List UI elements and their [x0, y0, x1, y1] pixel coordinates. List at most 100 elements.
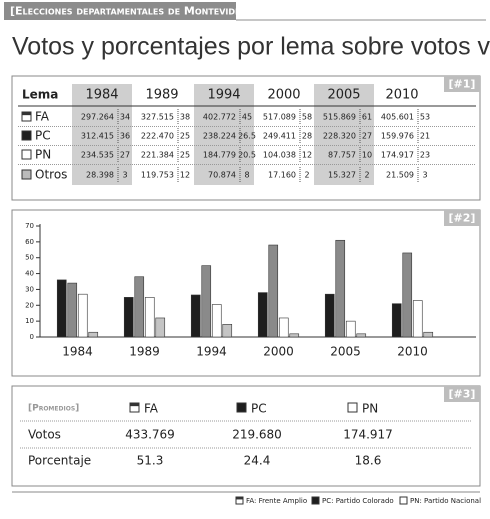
bar [391, 303, 402, 338]
bar [289, 333, 300, 338]
legend-icon-band [130, 403, 139, 407]
row-label: FA [35, 110, 50, 124]
legend-icon-band [236, 497, 243, 500]
legend-label: FA: Frente Amplio [246, 497, 307, 505]
bar [222, 324, 233, 338]
votes-cell: 222.470 [141, 132, 174, 141]
percent-cell: 2 [364, 171, 369, 180]
percent-cell: 3 [122, 171, 127, 180]
column-header: 1989 [145, 88, 178, 103]
bar [155, 317, 166, 338]
y-tick-label: 70 [25, 222, 34, 230]
percent-cell: 26.5 [238, 132, 256, 141]
percent-cell: 45 [242, 113, 252, 122]
value-cell: 51.3 [137, 454, 164, 468]
row-label: Otros [35, 168, 67, 182]
header-bar [4, 2, 236, 20]
header: [Elecciones departamentales de Montevide… [10, 5, 252, 18]
row-label: Porcentaje [28, 454, 91, 468]
y-tick-label: 30 [25, 285, 34, 293]
y-tick-label: 20 [25, 301, 34, 309]
percent-cell: 27 [362, 132, 372, 141]
y-tick-label: 10 [25, 317, 34, 325]
percent-cell: 61 [362, 113, 372, 122]
votes-cell: 159.976 [381, 132, 414, 141]
x-tick-label: 1994 [196, 345, 227, 359]
percent-cell: 36 [120, 132, 130, 141]
corner-label: [Promedios] [28, 404, 79, 414]
votes-cell: 87.757 [328, 151, 356, 160]
value-cell: 433.769 [125, 428, 175, 442]
column-header: 1984 [85, 88, 118, 103]
bar [268, 244, 279, 338]
title: Votos y porcentajes por lema sobre votos… [12, 33, 490, 61]
column-header: 1994 [207, 88, 240, 103]
section-tab [444, 76, 480, 92]
votes-cell: 402.772 [203, 113, 236, 122]
y-tick-label: 60 [25, 238, 34, 246]
votes-cell: 228.320 [323, 132, 356, 141]
percent-cell: 25 [180, 132, 190, 141]
percent-cell: 34 [120, 113, 130, 122]
legend-icon [399, 496, 408, 505]
row-label: Votos [28, 428, 61, 442]
percent-cell: 28 [302, 132, 312, 141]
column-shade [194, 84, 254, 185]
percent-cell: 10 [362, 151, 372, 160]
y-tick-label: 0 [30, 333, 34, 341]
votes-cell: 249.411 [263, 132, 296, 141]
x-tick-label: 1984 [62, 345, 93, 359]
percent-cell: 25 [180, 151, 190, 160]
section-label: [#3] [449, 388, 476, 401]
value-cell: 24.4 [244, 454, 271, 468]
bar [412, 300, 423, 338]
percent-cell: 20.5 [238, 151, 256, 160]
bar [88, 331, 99, 338]
column-shade [314, 84, 374, 185]
bar [77, 293, 88, 338]
column-shade [72, 84, 132, 185]
percent-cell: 27 [120, 151, 130, 160]
bar [356, 333, 367, 338]
votes-cell: 174.917 [381, 151, 414, 160]
bar [257, 292, 268, 338]
column-header: Lema [22, 88, 58, 102]
votes-cell: 28.398 [86, 171, 114, 180]
legend-icon [21, 169, 32, 180]
legend-icon [21, 149, 32, 160]
percent-cell: 23 [420, 151, 430, 160]
percent-cell: 12 [180, 171, 190, 180]
bar [190, 294, 201, 338]
column-header: 2005 [327, 88, 360, 103]
y-tick-label: 40 [25, 270, 34, 278]
section-label: [#1] [449, 78, 476, 91]
votes-cell: 119.753 [141, 171, 174, 180]
column-header: 2010 [385, 88, 418, 103]
legend-icon [311, 496, 320, 505]
legend-icon [236, 402, 247, 413]
y-tick-label: 50 [25, 254, 34, 262]
votes-cell: 405.601 [381, 113, 414, 122]
bar [278, 317, 289, 338]
votes-cell: 238.224 [203, 132, 236, 141]
column-header: PC [251, 402, 267, 416]
row-label: PN [35, 148, 51, 162]
percent-cell: 12 [302, 151, 312, 160]
value-cell: 18.6 [355, 454, 382, 468]
section-tab [444, 386, 480, 402]
percent-cell: 53 [420, 113, 430, 122]
x-tick-label: 1989 [129, 345, 160, 359]
bar [335, 239, 346, 338]
legend-label: PN: Partido Nacional [410, 497, 481, 505]
bar [144, 297, 155, 338]
votes-cell: 297.264 [81, 113, 114, 122]
bar [67, 282, 78, 338]
legend-icon-band [22, 112, 31, 116]
bar [345, 320, 356, 338]
percent-cell: 38 [180, 113, 190, 122]
votes-cell: 312.415 [81, 132, 114, 141]
bar [123, 297, 134, 338]
votes-cell: 17.160 [268, 171, 296, 180]
x-tick-label: 2005 [330, 345, 361, 359]
